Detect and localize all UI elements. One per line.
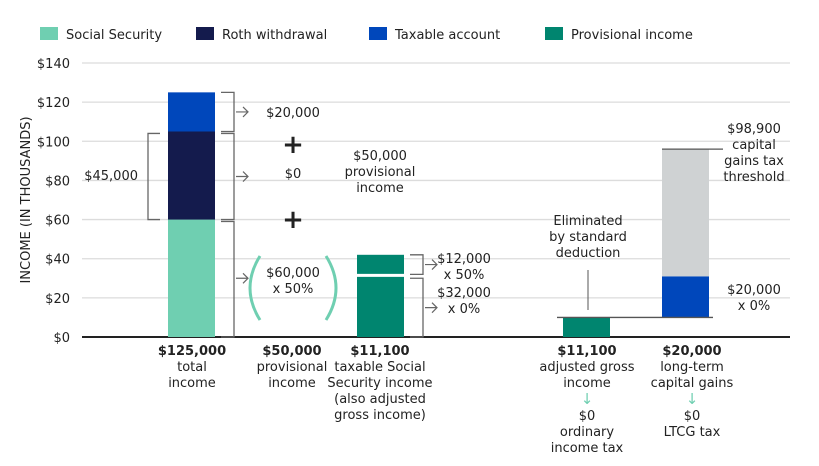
threshold-label: $98,900 xyxy=(727,122,781,137)
y-tick-label: $40 xyxy=(45,253,70,268)
bar-segment xyxy=(168,131,215,220)
bar-segment xyxy=(168,92,215,132)
category-label: capital gains xyxy=(651,376,734,391)
y-tick-label: $80 xyxy=(45,174,70,189)
y-tick-label: $0 xyxy=(53,331,70,346)
legend-label: Taxable account xyxy=(394,28,500,43)
category-label: income xyxy=(168,376,216,391)
bar-segment xyxy=(662,149,709,277)
bracket xyxy=(410,277,424,338)
category-label: adjusted gross xyxy=(539,360,634,375)
arrow-icon xyxy=(236,106,249,118)
provisional-sum: $50,000 xyxy=(353,149,407,164)
bar-segment xyxy=(563,317,610,337)
legend-swatch xyxy=(545,27,563,40)
category-label: $11,100 xyxy=(350,344,409,359)
arrow-icon xyxy=(236,272,249,284)
bracket xyxy=(410,254,424,276)
category-label: $20,000 xyxy=(662,344,721,359)
category-label: (also adjusted xyxy=(334,392,426,407)
legend-swatch xyxy=(369,27,387,40)
category-label: income xyxy=(563,376,611,391)
threshold-label: gains tax xyxy=(724,154,784,169)
y-tick-label: $20 xyxy=(45,292,70,307)
category-label: gross income) xyxy=(334,408,426,423)
arrow-icon xyxy=(425,259,438,271)
tax-result: $0 xyxy=(684,409,701,424)
category-label: Security income xyxy=(327,376,432,391)
eliminated-note: Eliminated xyxy=(553,214,622,229)
bracket xyxy=(221,91,235,133)
bar-segment xyxy=(357,276,404,337)
y-tick-label: $100 xyxy=(37,135,70,150)
roth-amount: $45,000 xyxy=(84,169,138,184)
threshold-label: threshold xyxy=(723,170,784,185)
down-arrow-icon: ↓ xyxy=(686,390,699,408)
legend-label: Provisional income xyxy=(571,28,693,43)
category-label: $50,000 xyxy=(262,344,321,359)
legend-label: Roth withdrawal xyxy=(222,28,327,43)
upper-calc: $12,000 xyxy=(437,252,491,267)
category-label: $125,000 xyxy=(158,344,226,359)
lower-calc: $32,000 xyxy=(437,286,491,301)
plus-icon: + xyxy=(282,205,304,235)
category-label: taxable Social xyxy=(334,360,425,375)
threshold-label: capital xyxy=(732,138,776,153)
bracket xyxy=(221,132,235,221)
legend-swatch xyxy=(40,27,58,40)
lower-calc: x 0% xyxy=(448,302,480,317)
ss-calculation: x 50% xyxy=(273,282,314,297)
ltcg-calc: $20,000 xyxy=(727,283,781,298)
category-label: income xyxy=(268,376,316,391)
category-label: $11,100 xyxy=(557,344,616,359)
down-arrow-icon: ↓ xyxy=(581,390,594,408)
y-tick-label: $140 xyxy=(37,57,70,72)
bar-segment xyxy=(357,254,404,277)
arrow-icon xyxy=(236,171,249,182)
provisional-sum: income xyxy=(356,181,404,196)
bar-segment xyxy=(662,276,709,318)
taxable-amount: $20,000 xyxy=(266,106,320,121)
arrow-icon xyxy=(425,302,438,314)
ltcg-calc: x 0% xyxy=(738,299,770,314)
ss-calculation: $60,000 xyxy=(266,266,320,281)
category-label: total xyxy=(177,360,207,375)
y-tick-label: $60 xyxy=(45,214,70,229)
open-paren-icon xyxy=(248,255,262,321)
tax-result: $0 xyxy=(579,409,596,424)
roth-taxable-amount: $0 xyxy=(285,167,302,182)
y-tick-label: $120 xyxy=(37,96,70,111)
tax-result: ordinary xyxy=(560,425,614,440)
eliminated-note: deduction xyxy=(556,246,621,261)
eliminated-note: by standard xyxy=(549,230,627,245)
bracket xyxy=(147,132,160,221)
bracket xyxy=(221,220,235,338)
legend-label: Social Security xyxy=(66,28,162,43)
category-label: provisional xyxy=(257,360,328,375)
close-paren-icon xyxy=(324,255,338,321)
bar-segment xyxy=(168,219,215,337)
tax-result: LTCG tax xyxy=(664,425,721,440)
plus-icon: + xyxy=(282,130,304,160)
tax-result: income tax xyxy=(551,441,624,456)
legend-swatch xyxy=(196,27,214,40)
category-label: long-term xyxy=(660,360,724,375)
y-axis-label: INCOME (IN THOUSANDS) xyxy=(19,116,34,283)
upper-calc: x 50% xyxy=(444,268,485,283)
provisional-sum: provisional xyxy=(345,165,416,180)
